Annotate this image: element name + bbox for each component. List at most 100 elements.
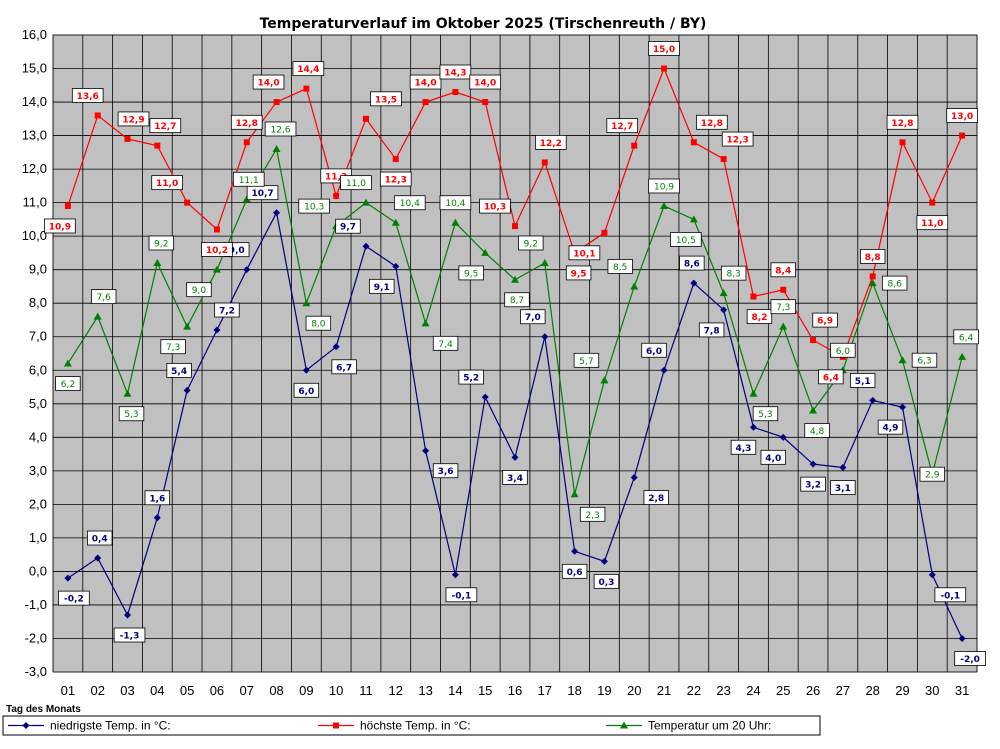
data-label-text: 10,3 bbox=[304, 203, 324, 213]
data-label-text: -2,0 bbox=[960, 655, 980, 665]
data-label-text: -0,1 bbox=[452, 591, 472, 601]
data-label-text: 12,3 bbox=[727, 136, 749, 146]
data-label-text: 10,9 bbox=[49, 222, 71, 232]
data-label-text: 6,4 bbox=[959, 333, 974, 343]
data-label-box bbox=[439, 64, 472, 80]
plot-background bbox=[52, 34, 978, 673]
x-tick-label: 29 bbox=[895, 683, 909, 698]
data-label-text: -0,2 bbox=[64, 595, 84, 605]
data-label-box bbox=[730, 439, 757, 455]
data-label-box bbox=[877, 419, 904, 435]
data-label: 10,5 bbox=[670, 231, 702, 247]
data-label: 8,6 bbox=[679, 255, 705, 271]
data-label: 8,0 bbox=[305, 315, 332, 331]
data-label: 4,0 bbox=[760, 449, 786, 465]
data-label-box bbox=[91, 289, 117, 305]
data-label: 3,4 bbox=[502, 470, 528, 485]
x-tick-label: 03 bbox=[120, 683, 134, 698]
data-label: 10,7 bbox=[246, 185, 279, 201]
data-point bbox=[571, 547, 579, 555]
data-label: 10,4 bbox=[439, 195, 472, 211]
data-label-box bbox=[118, 406, 145, 422]
data-label: 2,8 bbox=[643, 490, 669, 505]
x-tick-label: 13 bbox=[418, 683, 432, 698]
data-label: 5,3 bbox=[118, 406, 145, 422]
y-tick-label: 1,0 bbox=[29, 530, 47, 545]
data-point bbox=[809, 460, 817, 468]
data-label: 12,6 bbox=[264, 121, 297, 137]
data-point bbox=[272, 144, 281, 152]
data-label-text: 12,7 bbox=[154, 122, 176, 132]
data-label-box bbox=[292, 61, 325, 77]
data-label: 2,9 bbox=[919, 466, 945, 482]
data-label: 8,3 bbox=[720, 265, 747, 281]
data-label: 8,5 bbox=[607, 259, 633, 274]
data-point bbox=[153, 258, 162, 266]
data-label-text: 14,0 bbox=[474, 79, 496, 89]
data-label-text: -1,3 bbox=[120, 632, 140, 642]
data-label: 9,2 bbox=[518, 235, 544, 251]
data-label-box bbox=[746, 309, 773, 324]
data-label-text: 11,2 bbox=[325, 172, 347, 182]
data-label-box bbox=[812, 312, 838, 328]
x-tick-label: 16 bbox=[508, 683, 522, 698]
series-layer bbox=[63, 65, 967, 642]
data-label: 6,0 bbox=[830, 342, 856, 358]
data-point bbox=[482, 99, 489, 106]
data-label: 4,3 bbox=[730, 439, 757, 455]
data-point bbox=[422, 99, 429, 106]
data-label-text: 9,0 bbox=[229, 246, 245, 256]
y-tick-label: 10,0 bbox=[22, 228, 47, 243]
data-label-box bbox=[800, 476, 826, 492]
data-label-box bbox=[934, 587, 967, 603]
x-tick-label: 12 bbox=[389, 683, 403, 698]
data-label-box bbox=[568, 245, 601, 261]
data-label: 9,0 bbox=[186, 282, 212, 298]
data-point bbox=[333, 722, 339, 729]
x-tick-label: 14 bbox=[448, 683, 462, 698]
data-label-box bbox=[439, 195, 472, 211]
data-label-box bbox=[335, 218, 361, 234]
data-point bbox=[929, 199, 936, 206]
data-point bbox=[512, 223, 518, 230]
data-point bbox=[451, 218, 460, 226]
y-tick-label: 12,0 bbox=[22, 161, 47, 176]
data-label-box bbox=[698, 322, 725, 338]
x-tick-label: 22 bbox=[687, 683, 701, 698]
y-tick-label: 3,0 bbox=[29, 463, 47, 478]
data-label-box bbox=[369, 278, 395, 294]
data-label-box bbox=[252, 74, 285, 90]
data-point bbox=[93, 312, 102, 320]
data-label: 12,8 bbox=[230, 114, 263, 130]
data-label-text: 7,0 bbox=[525, 313, 541, 323]
data-label-text: 8,4 bbox=[775, 266, 791, 276]
data-label-text: 10,4 bbox=[445, 199, 465, 209]
x-tick-label: 17 bbox=[538, 683, 552, 698]
data-label-text: 3,2 bbox=[805, 481, 821, 491]
x-tick-label: 21 bbox=[657, 683, 671, 698]
data-label: 2,3 bbox=[579, 506, 606, 522]
data-label-text: 9,1 bbox=[374, 283, 390, 293]
data-label-text: 7,8 bbox=[704, 326, 720, 336]
data-label-text: 11,0 bbox=[156, 179, 178, 189]
y-tick-label: 16,0 bbox=[22, 27, 47, 42]
data-point bbox=[868, 279, 877, 287]
data-point bbox=[869, 396, 877, 404]
data-label-box bbox=[87, 530, 113, 546]
data-point bbox=[958, 352, 967, 360]
data-label: -1,3 bbox=[113, 627, 146, 643]
data-label-text: 5,1 bbox=[855, 377, 871, 387]
data-label: -0,1 bbox=[445, 587, 478, 603]
data-label-text: -0,1 bbox=[940, 591, 960, 601]
data-label: 6,4 bbox=[953, 329, 979, 345]
legend-entry: höchste Temp. in °C: bbox=[318, 719, 471, 733]
data-label-box bbox=[849, 373, 876, 388]
data-label: 7,0 bbox=[520, 309, 546, 325]
data-point bbox=[600, 557, 608, 565]
data-label: 8,2 bbox=[746, 309, 773, 324]
data-label: 12,2 bbox=[535, 134, 567, 150]
data-label: 9,2 bbox=[148, 235, 175, 251]
data-label: 6,0 bbox=[641, 342, 667, 358]
data-label: 13,6 bbox=[71, 88, 104, 103]
y-tick-label: 13,0 bbox=[22, 128, 47, 143]
